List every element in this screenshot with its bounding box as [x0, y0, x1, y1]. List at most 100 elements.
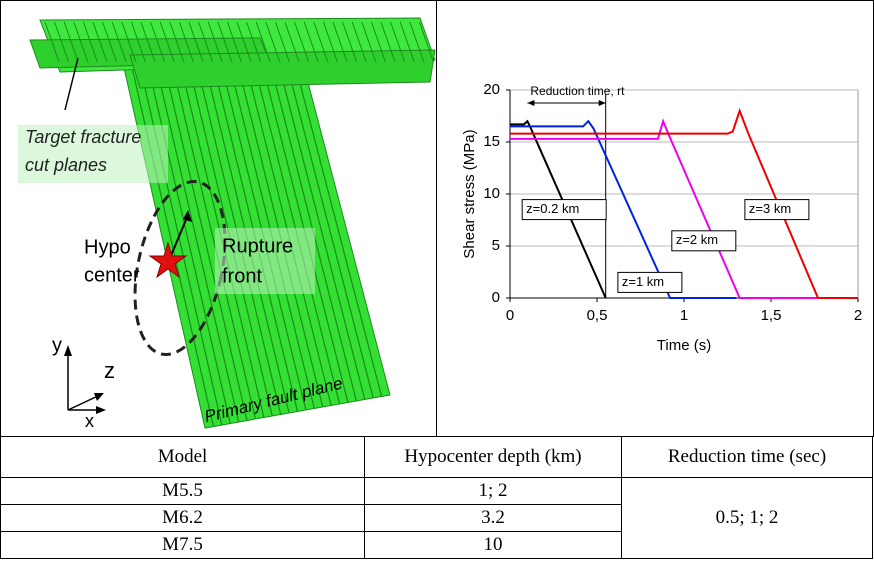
- legend-box: [744, 199, 810, 221]
- legend-label: z=0.2 km: [526, 201, 579, 216]
- axis-y: y: [52, 334, 62, 356]
- header-cell: Reduction time (sec): [621, 436, 873, 478]
- cell: 10: [364, 531, 622, 559]
- model-table: Model Hypocenter depth (km) Reduction time…: [0, 436, 873, 559]
- stripe: [380, 21, 396, 63]
- stripe: [313, 21, 329, 63]
- x-tick-label: 0,5: [587, 307, 608, 324]
- stripe: [283, 51, 374, 399]
- legend-label: z=3 km: [749, 201, 791, 216]
- y-tick-label: 0: [492, 289, 500, 306]
- stripe: [361, 21, 377, 63]
- stripe: [284, 21, 300, 63]
- x-tick-label: 0: [506, 307, 514, 324]
- legend-box: [617, 271, 683, 293]
- stripe: [82, 21, 98, 63]
- stripe: [332, 21, 348, 63]
- stripe: [198, 21, 214, 63]
- target-label: Target fracture: [25, 127, 141, 147]
- arrow-head: [527, 100, 535, 106]
- stripe: [159, 21, 175, 63]
- cell: 3.2: [364, 504, 622, 532]
- rupture-label: Rupture: [222, 235, 293, 257]
- stripe: [409, 21, 425, 63]
- stripe: [258, 51, 349, 403]
- stripe: [322, 21, 338, 63]
- y-tick-label: 20: [483, 81, 500, 98]
- y-tick-label: 15: [483, 133, 500, 150]
- stripe: [102, 21, 118, 63]
- header-cell: Model: [0, 436, 365, 478]
- stripe: [390, 21, 406, 63]
- stripe: [266, 51, 357, 402]
- axis-x: x: [85, 411, 94, 431]
- stripe: [63, 21, 79, 63]
- stripe: [160, 50, 248, 421]
- stripe: [236, 21, 252, 63]
- legend-box: [671, 230, 737, 252]
- hypo-label: Hypo: [84, 236, 131, 258]
- stripe: [274, 51, 366, 400]
- series-line: [510, 107, 858, 299]
- series-line: [510, 119, 607, 299]
- stripe: [294, 21, 310, 63]
- stripe: [168, 50, 257, 420]
- stripe: [399, 21, 415, 63]
- stripe: [226, 21, 242, 63]
- x-tick-label: 1: [680, 307, 688, 324]
- x-axis-label: Time (s): [657, 337, 711, 354]
- cell: M5.5: [0, 477, 365, 505]
- y-tick-label: 10: [483, 185, 500, 202]
- figure: Target fracture cut planes Hypo center R…: [0, 0, 874, 437]
- annotation-text: Reduction time, rt: [530, 84, 625, 98]
- stripe: [250, 51, 341, 405]
- stripe: [351, 21, 367, 63]
- x-tick-label: 1,5: [761, 307, 782, 324]
- arrow-head: [598, 100, 606, 106]
- axis-z: z: [104, 358, 115, 383]
- stripe: [291, 51, 383, 397]
- stripe: [370, 21, 386, 63]
- stripe: [130, 21, 146, 63]
- stripe: [178, 21, 194, 63]
- stripe: [92, 21, 108, 63]
- series-line: [510, 118, 824, 299]
- stripe: [73, 21, 89, 63]
- stripe: [150, 21, 166, 63]
- x-tick-label: 2: [854, 307, 862, 324]
- target-label: cut planes: [25, 155, 107, 175]
- stripe: [217, 21, 233, 63]
- stripe: [169, 21, 185, 63]
- stripe: [121, 21, 137, 63]
- stripe: [246, 21, 262, 63]
- y-axis-label: Shear stress (MPa): [461, 129, 478, 258]
- stripe: [111, 21, 127, 63]
- stripe: [188, 21, 204, 63]
- fault-illustration: [18, 17, 436, 429]
- cell: M6.2: [0, 504, 365, 532]
- cell: M7.5: [0, 531, 365, 559]
- cell: 0.5; 1; 2: [621, 477, 873, 559]
- y-tick-label: 5: [492, 237, 500, 254]
- stripe: [54, 21, 70, 63]
- stripe: [255, 21, 271, 63]
- stripe: [127, 49, 214, 427]
- stripe: [342, 21, 358, 63]
- header-cell: Hypocenter depth (km): [364, 436, 622, 478]
- legend-box: [521, 199, 607, 221]
- rupture-label: front: [222, 265, 262, 287]
- stripe: [152, 50, 240, 423]
- legend-label: z=1 km: [622, 274, 664, 289]
- stripe: [140, 21, 156, 63]
- hypo-label: center: [84, 264, 140, 286]
- stripe: [303, 21, 319, 63]
- stripe: [418, 21, 434, 63]
- cell: 1; 2: [364, 477, 622, 505]
- stripe: [265, 21, 281, 63]
- stripe: [143, 50, 231, 424]
- legend-label: z=2 km: [676, 232, 718, 247]
- stripe: [44, 21, 60, 63]
- stripe: [274, 21, 290, 63]
- stripe: [207, 21, 223, 63]
